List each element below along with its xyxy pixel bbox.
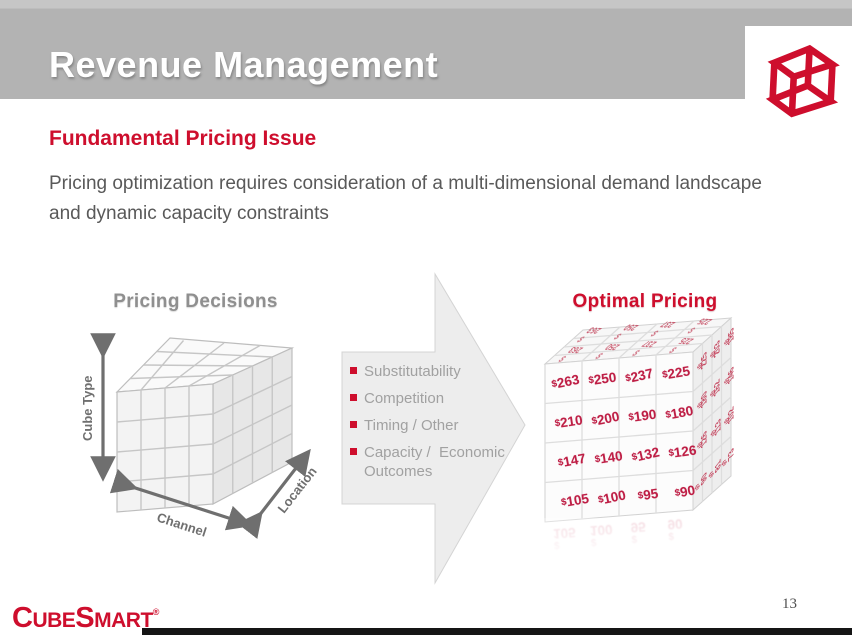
optimal-cube-grid-lines <box>544 320 732 519</box>
body-text: Pricing optimization requires considerat… <box>49 173 762 224</box>
price-label: $147 <box>556 451 587 470</box>
logo-letter: C <box>12 602 33 634</box>
price-cell: $132 <box>625 434 665 476</box>
cube-axes <box>90 333 311 539</box>
slide-title: Revenue Management <box>49 44 439 85</box>
axis-label-cube-type: Cube Type <box>80 376 95 442</box>
bullet-square-icon <box>350 448 357 455</box>
cubesmart-logo: CUBESMART® <box>12 597 159 638</box>
price-label: $100 <box>596 487 627 507</box>
arrow-bullet-label: Substitutability <box>364 363 461 380</box>
cube-faces <box>115 337 295 513</box>
price-cell: $190 <box>622 394 662 436</box>
price-cell: $95 <box>628 473 668 515</box>
optimal-pricing-cube <box>543 316 733 523</box>
price-cell: $100 <box>591 476 631 518</box>
arrow-bullet-item: Timing / Other <box>350 416 516 435</box>
price-cell: $140 <box>588 437 628 479</box>
price-cell: $210 <box>548 400 588 442</box>
arrow-bullet-item: Competition <box>350 389 516 408</box>
price-label: $95 <box>637 485 660 503</box>
optimal-cube-front-grid: $263 $250 $237 $225 $210 $200 $190 $180 $147 $140… <box>545 352 705 521</box>
price-label: $132 <box>630 444 661 465</box>
logo-letters: MART <box>94 609 153 632</box>
arrow-bullet-label: Timing / Other <box>364 417 459 434</box>
price-label: $105 <box>559 490 590 510</box>
bullet-square-icon <box>350 394 357 401</box>
footer-bar <box>142 628 852 635</box>
price-label: $140 <box>593 448 624 467</box>
arrow-bullet-label: Competition <box>364 390 445 407</box>
arrow-bullet-item: Substitutability <box>350 362 516 381</box>
price-cell: $147 <box>551 440 591 482</box>
price-cell: $200 <box>585 397 625 439</box>
axis-label-location: Location <box>275 464 320 516</box>
axis-label-channel: Channel <box>155 510 208 540</box>
bullet-square-icon <box>350 421 357 428</box>
header-band <box>0 0 852 99</box>
price-label: $250 <box>587 369 617 388</box>
optimal-pricing-title: Optimal Pricing <box>572 291 718 312</box>
pricing-decisions-title: Pricing Decisions <box>113 291 278 312</box>
price-label: $225 <box>660 363 691 383</box>
page-number: 13 <box>782 596 797 612</box>
pricing-decisions-cube: Cube Type Channel Location <box>80 333 320 540</box>
price-label: $190 <box>627 406 657 425</box>
logo-letters: UBE <box>32 609 76 632</box>
arrow-bullet-list: Substitutability Competition Timing / Othe… <box>350 362 516 489</box>
bullet-square-icon <box>350 367 357 374</box>
price-cell: $250 <box>582 358 622 400</box>
price-cell: $263 <box>545 361 585 403</box>
price-label: $210 <box>553 412 584 431</box>
price-label: $237 <box>623 365 655 386</box>
reflection-fade <box>538 518 708 566</box>
flow-arrow-shape <box>341 272 526 585</box>
price-label: $200 <box>590 408 621 428</box>
arrow-bullet-item: Capacity / Economic Outcomes <box>350 443 516 481</box>
logo-letter: S <box>75 602 95 634</box>
arrow-bullet-label: Capacity / Economic Outcomes <box>364 444 510 480</box>
cube-wireframe-icon <box>765 44 840 117</box>
price-cell: $237 <box>619 355 659 397</box>
logo-box <box>745 26 852 137</box>
price-label: $263 <box>550 372 581 392</box>
page-title: Fundamental Pricing Issue <box>49 127 317 150</box>
price-cell: $105 <box>555 479 595 521</box>
registered-mark: ® <box>152 607 160 617</box>
